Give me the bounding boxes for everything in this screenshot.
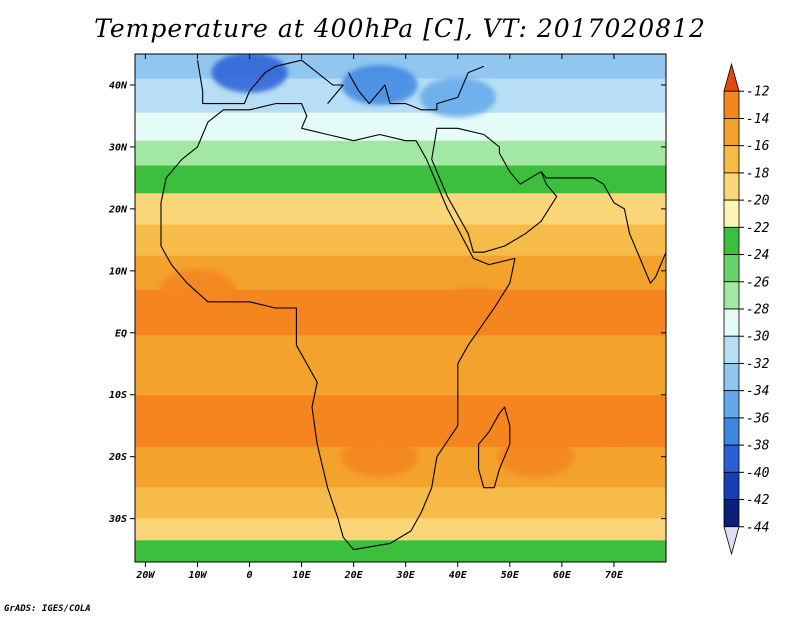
temperature-band xyxy=(135,487,666,519)
colorbar-segment xyxy=(723,499,740,528)
temperature-patch xyxy=(341,64,418,105)
lon-tick-label: 20W xyxy=(135,570,155,581)
coastlines xyxy=(160,59,666,551)
temperature-patch xyxy=(435,288,512,328)
temperature-band xyxy=(135,112,666,141)
arabia-coastline xyxy=(431,127,558,253)
map-title: Temperature at 400hPa [C], VT: 201702081… xyxy=(94,14,706,43)
colorbar-label: -30 xyxy=(746,330,770,345)
temperature-patch xyxy=(497,436,574,477)
lon-tick-label: 10W xyxy=(188,570,207,581)
colorbar-segment xyxy=(723,281,740,310)
colorbar-label: -22 xyxy=(746,221,770,236)
colorbar-segment xyxy=(723,145,740,174)
temperature-patch xyxy=(341,436,418,477)
colorbar-label: -38 xyxy=(746,439,770,454)
colorbar-segment xyxy=(723,308,740,337)
colorbar: -12 -14 -16 -18 -20 -22 -24 -26 -28 -30 -32 -34 -36 -… xyxy=(723,62,770,556)
balkans-turkey-coastline xyxy=(347,65,485,111)
lon-tick-label: 20E xyxy=(344,570,364,581)
temperature-band xyxy=(135,224,666,256)
lat-tick-label: 10N xyxy=(109,266,128,277)
colorbar-label: -40 xyxy=(746,466,770,481)
colorbar-label: -42 xyxy=(746,493,770,508)
lat-tick-label: 30N xyxy=(108,142,128,153)
colorbar-segment xyxy=(723,444,740,473)
lon-tick-label: 50E xyxy=(501,570,520,581)
africa-coastline xyxy=(160,103,516,551)
lon-tick-label: 30E xyxy=(396,570,416,581)
latitude-axis: 40N 30N 20N 10N EQ 10S 20S 30S xyxy=(108,80,666,525)
lat-tick-label: EQ xyxy=(115,328,127,339)
temperature-field xyxy=(135,54,666,562)
colorbar-segment xyxy=(723,254,740,283)
lon-tick-label: 60E xyxy=(553,570,572,581)
lat-tick-label: 20N xyxy=(108,204,128,215)
temperature-anomaly-patches xyxy=(159,54,626,477)
colorbar-label: -14 xyxy=(746,112,769,127)
colorbar-label: -36 xyxy=(746,411,770,426)
temperature-band xyxy=(135,518,666,541)
colorbar-segment xyxy=(723,390,740,419)
colorbar-segment xyxy=(723,90,740,119)
colorbar-segment xyxy=(723,417,740,446)
south-asia-coastline xyxy=(540,171,666,284)
colorbar-label: -20 xyxy=(746,194,770,209)
colorbar-label: -18 xyxy=(746,166,770,181)
lat-tick-label: 10S xyxy=(109,390,127,401)
colorbar-label: -16 xyxy=(746,139,770,154)
temperature-patch xyxy=(211,54,288,93)
temperature-band xyxy=(135,540,666,562)
lon-tick-label: 10E xyxy=(293,570,312,581)
temperature-band xyxy=(135,193,666,225)
colorbar-bottom-arrow xyxy=(723,526,740,556)
colorbar-label: -12 xyxy=(746,85,770,100)
colorbar-label: -28 xyxy=(746,303,770,318)
colorbar-top-arrow xyxy=(723,62,740,92)
lon-tick-label: 40E xyxy=(449,570,468,581)
colorbar-label: -32 xyxy=(746,357,770,372)
colorbar-segment xyxy=(723,471,740,500)
longitude-axis: 20W 10W 0 10E 20E 30E 40E 50E 60E 70E xyxy=(135,54,624,581)
colorbar-segment xyxy=(723,363,740,392)
colorbar-label: -26 xyxy=(746,275,770,290)
colorbar-label: -24 xyxy=(746,248,769,263)
temperature-band xyxy=(135,165,666,194)
europe-coastline xyxy=(196,59,344,105)
lat-tick-label: 30S xyxy=(108,514,127,525)
colorbar-label: -44 xyxy=(746,520,769,535)
temperature-patch xyxy=(159,269,236,310)
temperature-band xyxy=(135,335,666,395)
grads-credit: GrADS: IGES/COLA xyxy=(4,604,91,614)
colorbar-label: -34 xyxy=(746,384,769,399)
temperature-band xyxy=(135,140,666,166)
lon-tick-label: 0 xyxy=(247,570,253,581)
lat-tick-label: 40N xyxy=(109,80,128,91)
colorbar-segment xyxy=(723,335,740,364)
colorbar-segment xyxy=(723,199,740,228)
lat-tick-label: 20S xyxy=(108,452,127,463)
colorbar-segment xyxy=(723,118,740,147)
madagascar-coastline xyxy=(478,406,511,489)
lon-tick-label: 70E xyxy=(605,570,624,581)
map-frame xyxy=(134,53,667,563)
colorbar-segment xyxy=(723,172,740,201)
colorbar-segment xyxy=(723,226,740,255)
temperature-patch xyxy=(549,405,626,446)
